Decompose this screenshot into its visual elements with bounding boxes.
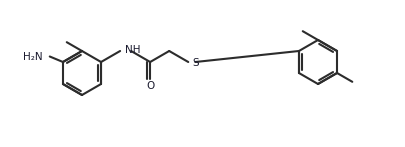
Text: O: O (146, 81, 154, 91)
Text: H₂N: H₂N (23, 51, 43, 61)
Text: S: S (192, 58, 198, 68)
Text: NH: NH (125, 45, 140, 55)
